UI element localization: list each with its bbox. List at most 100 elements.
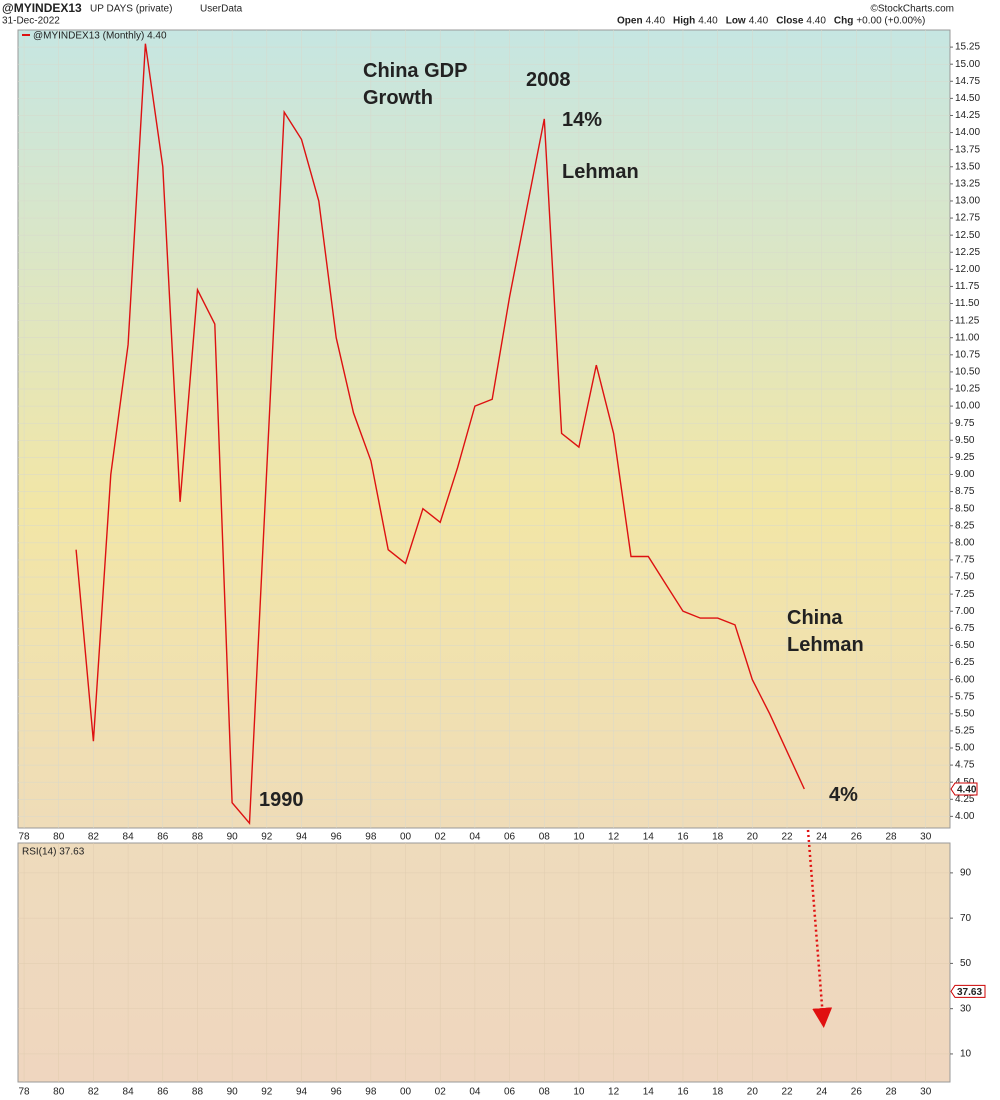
y-tick-label: 8.50: [955, 503, 975, 514]
ohlc-label: Low: [726, 16, 746, 27]
y-tick-label: 6.50: [955, 640, 975, 651]
ohlc-label: Open: [617, 16, 643, 27]
annotation: Lehman: [562, 161, 639, 183]
x-tick-label: 26: [851, 832, 863, 843]
y-tick-label: 9.75: [955, 418, 975, 429]
ohlc-value: 4.40: [698, 16, 718, 27]
source: UserData: [200, 4, 243, 15]
y-tick-label: 7.50: [955, 572, 975, 583]
y-tick-label: 10.75: [955, 349, 980, 360]
x-tick-label: 30: [920, 832, 932, 843]
ohlc-label: High: [673, 16, 695, 27]
x-tick-label: 16: [677, 832, 689, 843]
x-tick-label: 16: [677, 1087, 689, 1098]
y-tick-label: 5.50: [955, 708, 975, 719]
y-tick-label: 7.00: [955, 606, 975, 617]
x-tick-label: 08: [539, 832, 551, 843]
x-tick-label: 82: [88, 1087, 100, 1098]
y-tick-label: 5.75: [955, 691, 975, 702]
description: UP DAYS (private): [90, 4, 172, 15]
y-tick-label: 13.75: [955, 144, 980, 155]
x-tick-label: 86: [157, 832, 169, 843]
x-tick-label: 88: [192, 1087, 204, 1098]
rsi-panel: [17, 842, 951, 1083]
x-tick-label: 94: [296, 832, 308, 843]
y-tick-label: 7.25: [955, 589, 975, 600]
ohlc: Open 4.40 High 4.40 Low 4.40 Close 4.40 Chg +0.00…: [617, 16, 925, 27]
x-tick-label: 80: [53, 1087, 65, 1098]
x-tick-label: 04: [469, 1087, 481, 1098]
x-tick-label: 20: [747, 1087, 759, 1098]
x-tick-label: 00: [400, 832, 412, 843]
y-tick-label: 9.50: [955, 435, 975, 446]
price-tag-label: 4.40: [957, 785, 977, 796]
y-tick-label: 6.00: [955, 674, 975, 685]
x-tick-label: 10: [573, 832, 585, 843]
x-tick-label: 30: [920, 1087, 932, 1098]
price-tag: [950, 984, 986, 998]
y-tick-label: 30: [960, 1003, 972, 1014]
annotation: 4%: [829, 784, 858, 806]
x-tick-label: 10: [573, 1087, 585, 1098]
y-tick-label: 9.25: [955, 452, 975, 463]
x-tick-label: 96: [331, 832, 343, 843]
rsi-legend: RSI(14) 37.63: [22, 847, 85, 858]
x-tick-label: 06: [504, 1087, 516, 1098]
price-panel: [17, 29, 951, 829]
y-tick-label: 15.25: [955, 42, 980, 53]
x-tick-label: 28: [885, 1087, 897, 1098]
y-tick-label: 50: [960, 958, 972, 969]
y-tick-label: 12.00: [955, 264, 980, 275]
annotation: 2008: [526, 69, 571, 91]
y-tick-label: 14.25: [955, 110, 980, 121]
y-tick-label: 15.00: [955, 59, 980, 70]
y-tick-label: 8.25: [955, 520, 975, 531]
y-tick-label: 6.25: [955, 657, 975, 668]
price-tag-label: 37.63: [957, 987, 982, 998]
x-tick-label: 92: [261, 832, 273, 843]
y-tick-label: 8.75: [955, 486, 975, 497]
y-tick-label: 11.75: [955, 281, 980, 292]
annotation: 14%: [562, 109, 602, 131]
annotation: China GDP: [363, 60, 467, 82]
x-tick-label: 18: [712, 832, 724, 843]
x-tick-label: 92: [261, 1087, 273, 1098]
y-tick-label: 4.00: [955, 811, 975, 822]
x-tick-label: 86: [157, 1087, 169, 1098]
y-tick-label: 10.50: [955, 367, 980, 378]
ohlc-value: 4.40: [646, 16, 666, 27]
x-tick-label: 28: [885, 832, 897, 843]
y-tick-label: 5.25: [955, 726, 975, 737]
x-tick-label: 22: [781, 832, 793, 843]
x-tick-label: 20: [747, 832, 759, 843]
y-tick-label: 4.75: [955, 760, 975, 771]
x-tick-label: 26: [851, 1087, 863, 1098]
x-tick-label: 04: [469, 832, 481, 843]
x-tick-label: 84: [123, 1087, 135, 1098]
y-tick-label: 70: [960, 913, 972, 924]
legend-entry: @MYINDEX13 (Monthly) 4.40: [33, 31, 167, 42]
y-tick-label: 8.00: [955, 537, 975, 548]
annotation: 1990: [259, 789, 304, 811]
y-tick-label: 11.00: [955, 332, 980, 343]
y-tick-label: 9.00: [955, 469, 975, 480]
x-tick-label: 14: [643, 1087, 655, 1098]
x-tick-label: 18: [712, 1087, 724, 1098]
x-tick-label: 06: [504, 832, 516, 843]
y-tick-label: 7.75: [955, 555, 975, 566]
x-tick-label: 08: [539, 1087, 551, 1098]
y-tick-label: 10: [960, 1049, 972, 1060]
x-tick-label: 90: [227, 1087, 239, 1098]
x-tick-label: 22: [781, 1087, 793, 1098]
y-tick-label: 90: [960, 868, 972, 879]
annotation: Lehman: [787, 634, 864, 656]
x-tick-label: 88: [192, 832, 204, 843]
ohlc-value: 4.40: [806, 16, 826, 27]
y-tick-label: 6.75: [955, 623, 975, 634]
y-tick-label: 14.50: [955, 93, 980, 104]
y-tick-label: 13.50: [955, 161, 980, 172]
y-tick-label: 14.00: [955, 127, 980, 138]
x-tick-label: 90: [227, 832, 239, 843]
x-tick-label: 78: [19, 832, 31, 843]
annotation: Growth: [363, 87, 433, 109]
